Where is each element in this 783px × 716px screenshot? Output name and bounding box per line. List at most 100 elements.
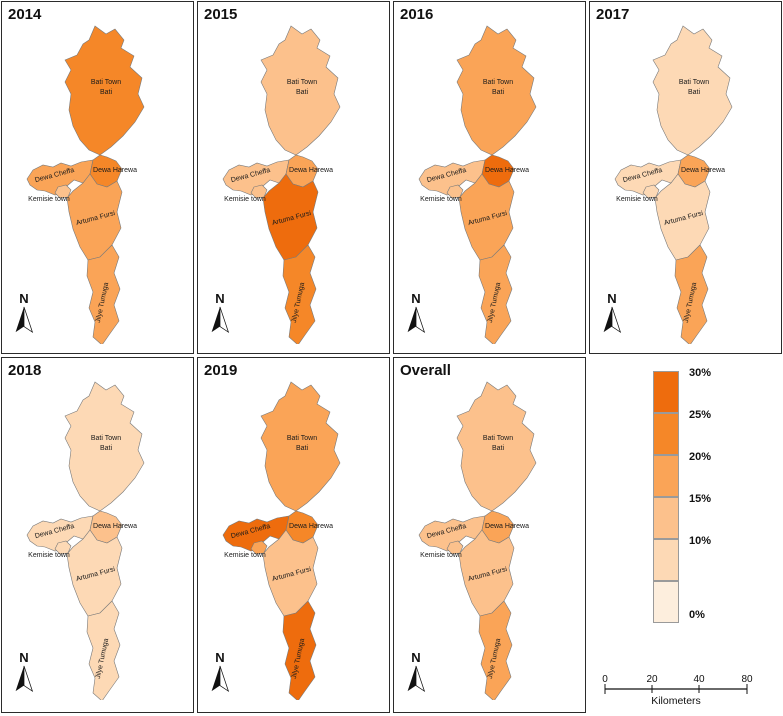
panel-title: 2014 [8, 6, 42, 23]
label-dewa-harewa: Dewa Harewa [289, 523, 333, 530]
region-jilye-tumuga [478, 600, 512, 700]
region-artuma-fursi [262, 529, 318, 617]
north-arrow-icon [603, 306, 622, 334]
region-jilye-tumuga [674, 244, 708, 344]
label-bati-town: Bati Town [482, 79, 512, 86]
district-map: Bati Town Bati Dewa Cheffa Dewa Harewa K… [418, 25, 536, 344]
north-arrow-icon [15, 306, 34, 334]
panel-title: 2018 [8, 362, 42, 379]
north-arrow-icon [211, 665, 230, 693]
north-arrow-left-half [407, 665, 416, 692]
label-kemisie-town: Kemisie town [616, 196, 658, 203]
legend-swatch [653, 581, 679, 623]
north-arrow-icon [407, 306, 426, 334]
district-map: Bati Town Bati Dewa Cheffa Dewa Harewa K… [26, 381, 144, 700]
region-jilye-tumuga [86, 244, 120, 344]
label-bati-town: Bati Town [678, 79, 708, 86]
region-bati [456, 381, 536, 512]
north-arrow-right-half [415, 306, 426, 334]
legend-label: 15% [689, 493, 712, 505]
region-artuma-fursi [654, 173, 710, 261]
scale-bar: 0 20 40 80 Kilometers [602, 674, 753, 707]
north-arrow: N [12, 292, 36, 339]
label-kemisie-town: Kemisie town [28, 196, 70, 203]
north-arrow-right-half [219, 306, 230, 334]
region-artuma-fursi [66, 173, 122, 261]
region-artuma-fursi [458, 173, 514, 261]
label-kemisie-town: Kemisie town [28, 552, 70, 559]
region-bati [652, 25, 732, 156]
label-bati: Bati [491, 89, 504, 96]
scale-tick-40: 40 [693, 674, 705, 685]
label-kemisie-town: Kemisie town [224, 196, 266, 203]
label-bati: Bati [295, 445, 308, 452]
north-arrow-label: N [411, 291, 421, 306]
north-arrow-label: N [19, 291, 29, 306]
north-arrow-right-half [611, 306, 622, 334]
label-bati-town: Bati Town [482, 435, 512, 442]
region-jilye-tumuga [86, 600, 120, 700]
north-arrow-label: N [215, 291, 225, 306]
north-arrow-left-half [15, 306, 24, 333]
legend-swatch [653, 371, 679, 413]
north-arrow-left-half [15, 665, 24, 692]
label-dewa-harewa: Dewa Harewa [485, 167, 529, 174]
north-arrow-left-half [603, 306, 612, 333]
region-jilye-tumuga [282, 244, 316, 344]
legend-color-scale: 30% 25% 20% 15% 10% 0% [653, 367, 711, 623]
legend-label: 10% [689, 535, 712, 547]
region-artuma-fursi [262, 173, 318, 261]
scale-bar-unit: Kilometers [651, 695, 701, 707]
label-bati: Bati [99, 445, 112, 452]
legend-label: 30% [689, 367, 712, 379]
district-map: Bati Town Bati Dewa Cheffa Dewa Harewa K… [614, 25, 732, 344]
legend: 30% 25% 20% 15% 10% 0% 0 20 40 80 Kilometers [589, 357, 782, 713]
legend-label: 25% [689, 409, 712, 421]
legend-label: 0% [689, 609, 705, 621]
label-bati: Bati [491, 445, 504, 452]
region-bati [260, 25, 340, 156]
north-arrow-label: N [19, 650, 29, 665]
legend-swatch [653, 539, 679, 581]
map-panel: 2015 Bati Town Bati Dewa Cheffa Dewa Har… [197, 1, 390, 354]
legend-swatch [653, 413, 679, 455]
panel-title: Overall [400, 362, 451, 379]
label-kemisie-town: Kemisie town [420, 552, 462, 559]
region-bati [456, 25, 536, 156]
north-arrow-icon [407, 665, 426, 693]
region-bati [260, 381, 340, 512]
label-dewa-harewa: Dewa Harewa [485, 523, 529, 530]
label-bati: Bati [295, 89, 308, 96]
north-arrow-left-half [407, 306, 416, 333]
label-kemisie-town: Kemisie town [224, 552, 266, 559]
district-map: Bati Town Bati Dewa Cheffa Dewa Harewa K… [26, 25, 144, 344]
label-dewa-harewa: Dewa Harewa [289, 167, 333, 174]
legend-swatch [653, 497, 679, 539]
label-dewa-harewa: Dewa Harewa [93, 523, 137, 530]
map-panel: 2018 Bati Town Bati Dewa Cheffa Dewa Har… [1, 357, 194, 713]
map-panel: 2017 Bati Town Bati Dewa Cheffa Dewa Har… [589, 1, 782, 354]
scale-tick-20: 20 [646, 674, 658, 685]
district-map: Bati Town Bati Dewa Cheffa Dewa Harewa K… [222, 25, 340, 344]
panel-title: 2017 [596, 6, 630, 23]
north-arrow: N [12, 651, 36, 698]
north-arrow-right-half [415, 665, 426, 693]
north-arrow-right-half [219, 665, 230, 693]
label-bati: Bati [687, 89, 700, 96]
north-arrow: N [404, 651, 428, 698]
north-arrow-label: N [411, 650, 421, 665]
label-bati-town: Bati Town [90, 79, 120, 86]
north-arrow: N [600, 292, 624, 339]
north-arrow: N [208, 292, 232, 339]
label-bati-town: Bati Town [90, 435, 120, 442]
north-arrow: N [404, 292, 428, 339]
north-arrow-icon [211, 306, 230, 334]
north-arrow-right-half [23, 665, 34, 693]
label-dewa-harewa: Dewa Harewa [93, 167, 137, 174]
region-artuma-fursi [66, 529, 122, 617]
legend-label: 20% [689, 451, 712, 463]
north-arrow-left-half [211, 665, 220, 692]
region-bati [64, 381, 144, 512]
region-bati [64, 25, 144, 156]
map-panel: 2019 Bati Town Bati Dewa Cheffa Dewa Har… [197, 357, 390, 713]
